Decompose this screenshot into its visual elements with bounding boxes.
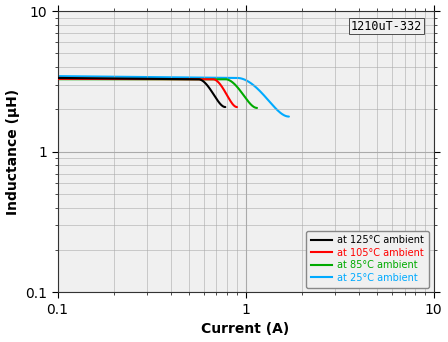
Legend: at 125°C ambient, at 105°C ambient, at 85°C ambient, at 25°C ambient: at 125°C ambient, at 105°C ambient, at 8… <box>306 231 429 288</box>
Y-axis label: Inductance (μH): Inductance (μH) <box>5 89 20 215</box>
X-axis label: Current (A): Current (A) <box>202 323 290 337</box>
Text: 1210uT-332: 1210uT-332 <box>351 19 422 32</box>
